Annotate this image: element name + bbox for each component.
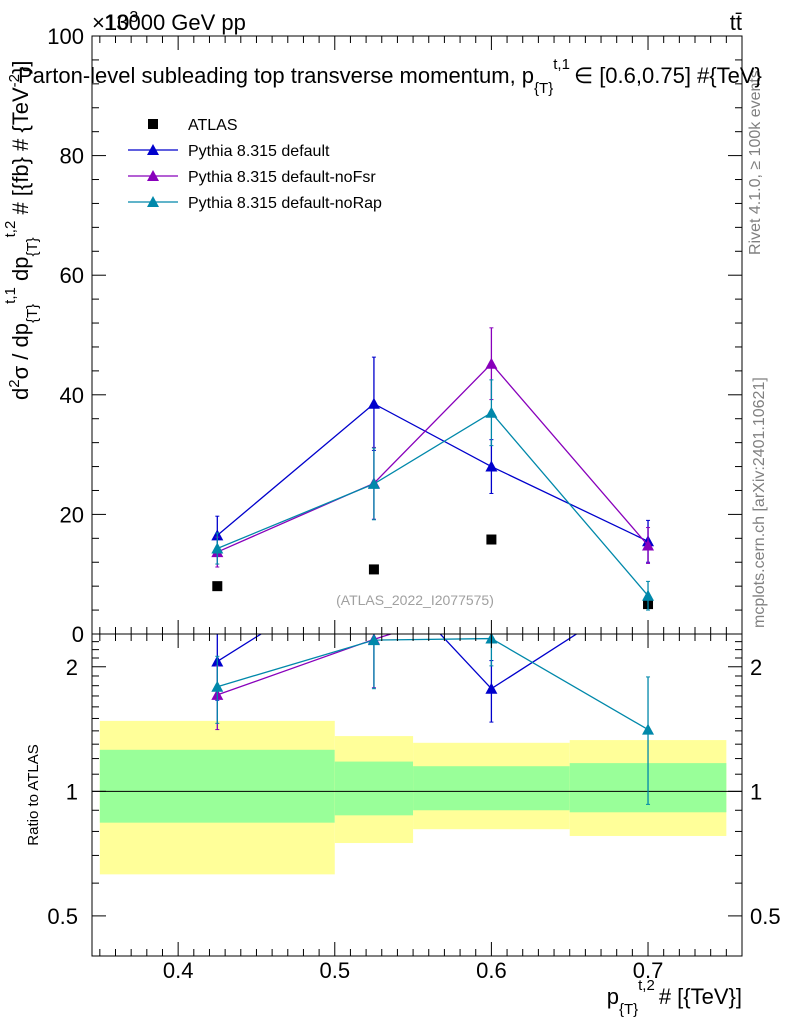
y-tick-label: 60 xyxy=(60,263,84,288)
data-point xyxy=(486,534,497,545)
legend-marker xyxy=(147,170,159,181)
data-point xyxy=(367,397,380,409)
series-pythia-8-315-default-nofsr xyxy=(211,327,655,568)
uncertainty-band-green xyxy=(413,766,570,811)
ratio-line xyxy=(217,634,394,696)
ratio-y-tick-label: 2 xyxy=(66,655,78,680)
legend-marker xyxy=(148,119,158,129)
svg-text:d2σ / dp{T}t,1 dp{T}t,2 # [{fb: d2σ / dp{T}t,1 dp{T}t,2 # [{fb} # {TeV-2… xyxy=(2,61,41,400)
ratio-y-tick-label: 1 xyxy=(66,779,78,804)
legend: ATLAS Pythia 8.315 default Pythia 8.315 de… xyxy=(128,117,382,212)
y-axis-label: d2σ / dp{T}t,1 dp{T}t,2 # [{fb} # {TeV-2… xyxy=(2,61,41,400)
ratio-y-tick-label: 0.5 xyxy=(47,904,78,929)
uncertainty-band-green xyxy=(99,749,335,823)
uncertainty-band-green xyxy=(334,761,414,816)
ratio-panel: 0.5 0.5 1 1 2 2 0.4 0.5 0.6 0.7 xyxy=(47,633,781,983)
legend-label: Pythia 8.315 default-noFsr xyxy=(188,169,376,186)
y-tick-label: 0 xyxy=(72,622,84,647)
mcplots-label: mcplots.cern.ch [arXiv:2401.10621] xyxy=(751,377,768,628)
legend-label: Pythia 8.315 default-noRap xyxy=(188,195,382,212)
ratio-y-axis-label: Ratio to ATLAS xyxy=(25,744,42,845)
ratio-series-pythia-8-315-default xyxy=(211,634,578,723)
x-tick-label: 0.4 xyxy=(163,958,194,983)
ratio-y-tick-label-right: 0.5 xyxy=(750,904,781,929)
legend-item: ATLAS xyxy=(148,117,238,134)
legend-label: Pythia 8.315 default xyxy=(188,143,330,160)
ratio-point xyxy=(642,723,655,735)
plot-title: Parton-level subleading top transverse m… xyxy=(18,56,762,97)
x-tick-label: 0.7 xyxy=(633,958,664,983)
ratio-line xyxy=(217,637,649,731)
data-point xyxy=(642,539,655,551)
main-panel: (ATLAS_2022_I2077575) 0 20 40 60 80 100 xyxy=(47,24,743,647)
data-point xyxy=(485,406,498,418)
ratio-line xyxy=(216,634,578,690)
y-tick-label: 80 xyxy=(60,144,84,169)
legend-marker xyxy=(147,196,159,207)
y-tick-label: 100 xyxy=(47,24,84,49)
series-line xyxy=(217,411,649,597)
x-tick-label: 0.5 xyxy=(319,958,350,983)
rivet-label: Rivet 4.1.0, ≥ 100k events xyxy=(747,70,764,255)
exponent-label: ×103 xyxy=(92,9,138,35)
ratio-frame xyxy=(91,633,743,957)
process-label: tt̄ xyxy=(730,10,742,35)
y-tick-label: 40 xyxy=(60,383,84,408)
ratio-point xyxy=(485,682,498,694)
data-point xyxy=(642,589,655,601)
data-point xyxy=(211,542,224,554)
data-point xyxy=(212,581,223,592)
ratio-point xyxy=(367,634,380,646)
data-point xyxy=(368,564,379,575)
series-pythia-8-315-default xyxy=(211,356,655,563)
legend-label: ATLAS xyxy=(188,117,238,134)
x-tick-label: 0.6 xyxy=(476,958,507,983)
data-point xyxy=(485,460,498,472)
data-point xyxy=(367,477,380,489)
y-tick-label: 20 xyxy=(60,502,84,527)
legend-item: Pythia 8.315 default xyxy=(128,143,330,160)
ratio-series-pythia-8-315-default-norap xyxy=(211,634,655,805)
x-axis-label: p{T}t,2 # [{TeV}] xyxy=(607,977,742,1018)
ratio-point xyxy=(211,680,224,692)
series-line xyxy=(217,362,649,553)
series-pythia-8-315-default-norap xyxy=(211,379,655,611)
ratio-y-tick-label-right: 2 xyxy=(750,655,762,680)
analysis-watermark: (ATLAS_2022_I2077575) xyxy=(336,592,494,608)
legend-item: Pythia 8.315 default-noFsr xyxy=(128,169,376,186)
ratio-y-tick-label-right: 1 xyxy=(750,779,762,804)
legend-item: Pythia 8.315 default-noRap xyxy=(128,195,382,212)
energy-label: 13000 GeV pp xyxy=(104,10,246,35)
legend-marker xyxy=(147,144,159,155)
data-point xyxy=(485,357,498,369)
